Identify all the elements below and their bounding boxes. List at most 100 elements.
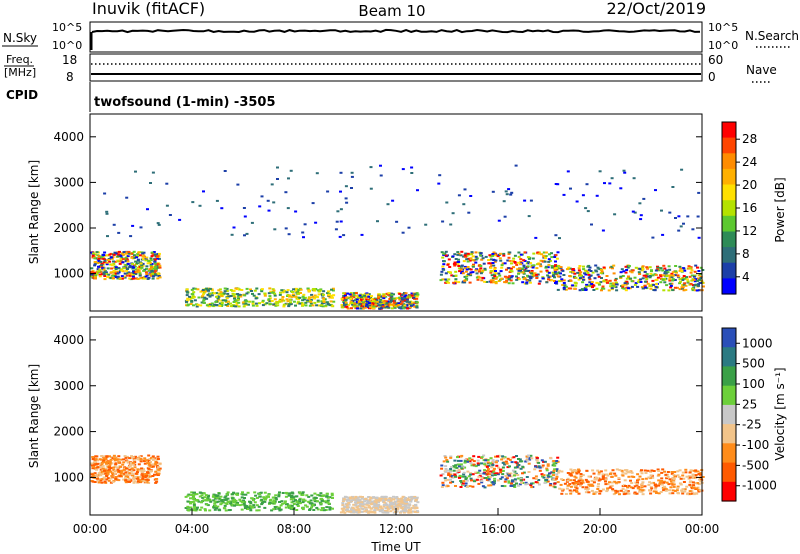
echo-cell — [463, 254, 467, 257]
echo-cell — [100, 264, 103, 267]
echo-cell — [363, 510, 367, 513]
echo-cell — [544, 257, 547, 260]
echo-cell — [146, 471, 149, 474]
echo-cell — [523, 251, 527, 254]
y-tick-label: 3000 — [53, 175, 84, 189]
echo-cell — [457, 468, 461, 471]
echo-cell — [509, 193, 513, 196]
echo-cell — [158, 264, 162, 267]
echo-cell — [281, 492, 285, 494]
echo-cell — [488, 254, 492, 257]
echo-cell — [143, 268, 147, 271]
echo-cell — [98, 269, 102, 272]
echo-cell — [243, 234, 246, 237]
echo-cell — [679, 483, 683, 486]
echo-cell — [439, 279, 443, 282]
echo-cell — [144, 259, 148, 262]
echo-cell — [566, 477, 570, 480]
echo-cell — [444, 479, 448, 482]
echo-cell — [109, 481, 113, 484]
echo-cell — [344, 303, 348, 306]
echo-cell — [126, 268, 129, 270]
echo-cell — [410, 495, 414, 498]
echo-cell — [229, 302, 232, 305]
echo-cell — [108, 253, 112, 256]
echo-cell — [651, 236, 655, 239]
echo-cell — [477, 270, 481, 273]
echo-cell — [375, 299, 379, 302]
echo-cell — [400, 507, 404, 510]
echo-cell — [494, 270, 497, 272]
echo-cell — [575, 488, 579, 491]
echo-cell — [668, 478, 672, 481]
echo-cell — [94, 458, 98, 461]
echo-cell — [623, 283, 627, 286]
cpid-text: twofsound (1-min) -3505 — [94, 95, 276, 110]
echo-cell — [508, 459, 512, 461]
echo-cell — [472, 263, 475, 266]
echo-cell — [397, 302, 401, 305]
echo-cell — [381, 499, 385, 502]
echo-cell — [655, 278, 659, 281]
echo-cell — [681, 284, 684, 287]
echo-cell — [284, 302, 288, 305]
echo-cell — [100, 478, 104, 481]
echo-cell — [621, 471, 625, 474]
echo-cell — [124, 479, 128, 482]
echo-cell — [669, 486, 673, 489]
echo-cell — [371, 302, 375, 305]
echo-cell — [268, 287, 272, 290]
echo-cell — [140, 266, 144, 269]
echo-cell — [130, 473, 134, 475]
echo-cell — [144, 473, 148, 476]
echo-cell — [642, 197, 646, 200]
echo-cell — [117, 471, 121, 474]
echo-cell — [608, 182, 612, 185]
echo-cell — [94, 277, 97, 280]
echo-cell — [575, 490, 579, 493]
echo-cell — [91, 464, 94, 467]
echo-cell — [260, 503, 264, 506]
echo-cell — [400, 303, 403, 306]
echo-cell — [150, 274, 154, 277]
echo-cell — [410, 506, 414, 509]
echo-cell — [530, 482, 533, 485]
echo-cell — [485, 478, 489, 481]
echo-cell — [281, 296, 285, 298]
echo-cell — [405, 510, 409, 513]
echo-cell — [621, 487, 625, 490]
echo-cell — [281, 291, 285, 294]
date-title: 22/Oct/2019 — [606, 0, 706, 18]
echo-cell — [649, 486, 653, 489]
echo-cell — [187, 493, 191, 496]
echo-cell — [99, 256, 103, 259]
echo-cell — [551, 271, 555, 274]
echo-cell — [688, 483, 692, 486]
echo-cell — [346, 506, 349, 509]
echo-cell — [104, 481, 108, 484]
echo-cell — [614, 489, 618, 492]
echo-cell — [145, 272, 149, 275]
echo-cell — [384, 498, 388, 500]
echo-cell — [528, 281, 532, 284]
echo-cell — [697, 483, 701, 486]
echo-cell — [442, 252, 446, 255]
echo-cell — [406, 497, 410, 500]
echo-cell — [643, 485, 647, 488]
echo-cell — [200, 501, 203, 504]
echo-cell — [185, 299, 189, 302]
echo-cell — [120, 277, 124, 280]
echo-cell — [313, 297, 316, 300]
echo-cell — [552, 462, 556, 465]
echo-cell — [671, 289, 675, 292]
echo-cell — [415, 295, 419, 298]
echo-cell — [241, 493, 245, 496]
echo-cell — [223, 287, 227, 290]
echo-cell — [107, 259, 110, 261]
echo-cell — [461, 482, 465, 485]
echo-cell — [607, 289, 611, 292]
echo-cell — [471, 473, 475, 476]
echo-cell — [562, 279, 566, 282]
echo-cell — [100, 481, 104, 484]
echo-cell — [474, 258, 478, 261]
